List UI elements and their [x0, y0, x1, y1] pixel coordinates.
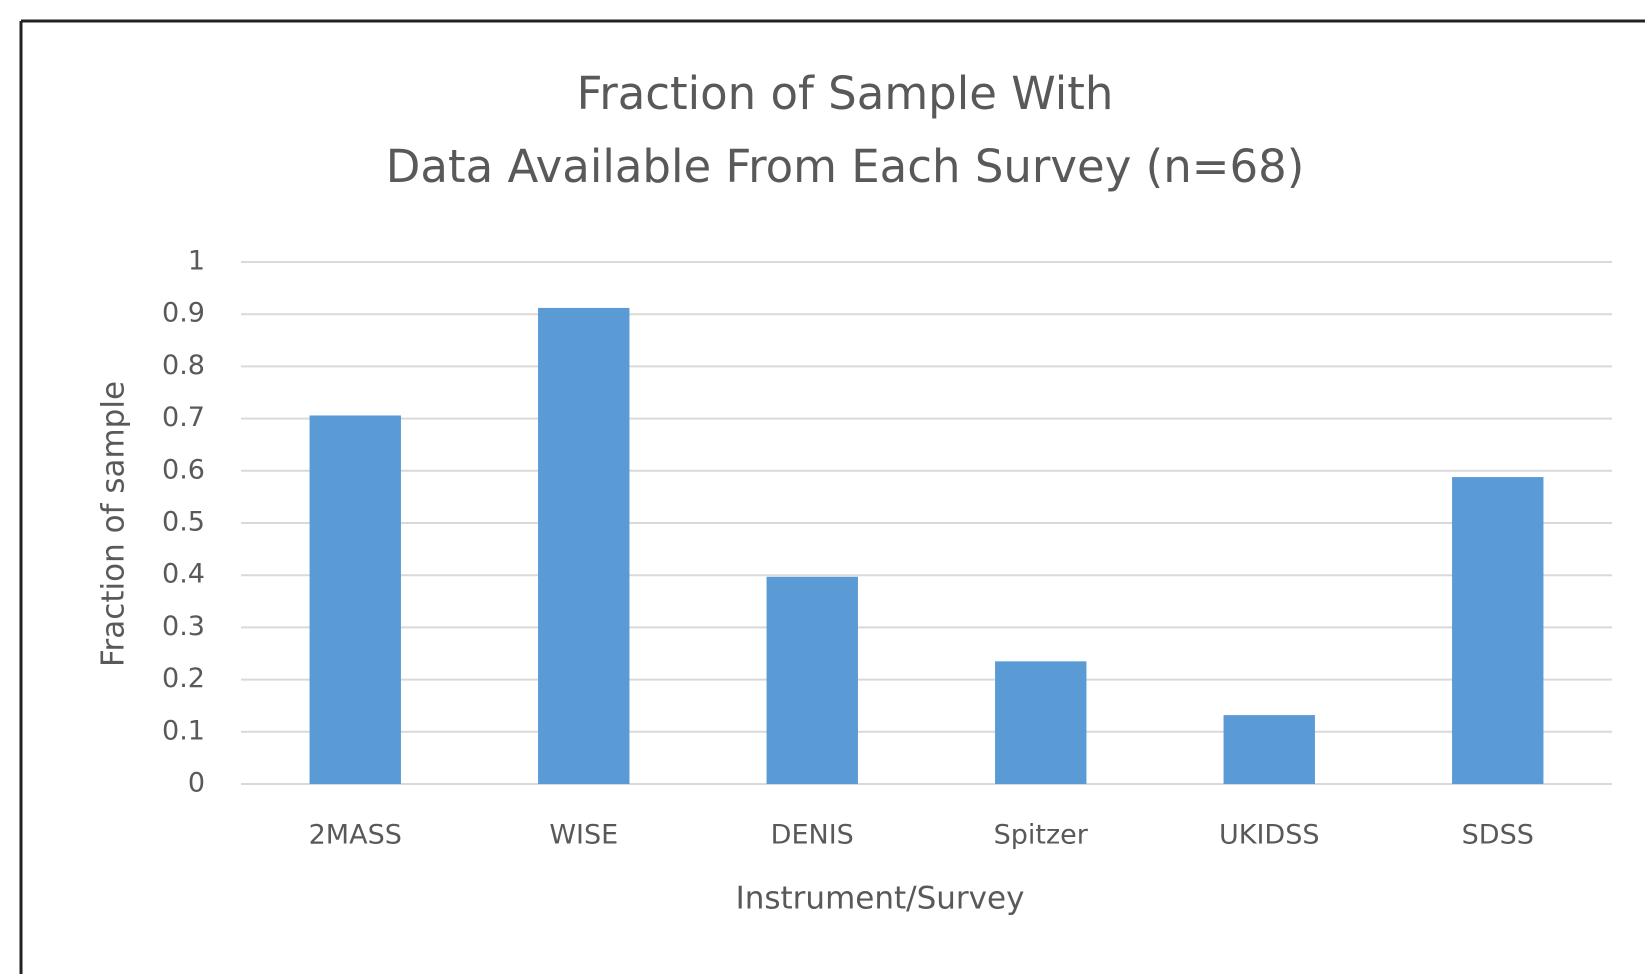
bar	[538, 307, 630, 784]
y-tick-label: 0.7	[162, 402, 205, 433]
bar	[1223, 715, 1315, 784]
y-tick-label: 0	[188, 768, 205, 799]
x-tick-label: DENIS	[771, 820, 854, 851]
y-tick-label: 0.9	[162, 298, 205, 329]
y-tick-label: 0.5	[162, 507, 205, 538]
y-tick-label: 0.8	[162, 350, 205, 381]
y-tick-label: 0.1	[162, 715, 205, 746]
x-tick-label: UKIDSS	[1219, 820, 1320, 851]
bar	[766, 576, 858, 784]
bar	[995, 661, 1087, 784]
y-axis-title: Fraction of sample	[96, 381, 132, 667]
y-tick-label: 0.6	[162, 454, 205, 485]
y-tick-label: 0.4	[162, 559, 205, 590]
y-tick-label: 0.2	[162, 663, 205, 694]
chart-title-line: Data Available From Each Survey (n=68)	[386, 140, 1305, 193]
x-axis-title: Instrument/Survey	[736, 881, 1025, 917]
x-tick-label: 2MASS	[309, 820, 402, 851]
bar	[309, 415, 401, 784]
y-tick-label: 1	[188, 246, 205, 277]
bar	[1452, 477, 1544, 784]
x-tick-label: SDSS	[1462, 820, 1534, 851]
x-tick-label: Spitzer	[994, 820, 1089, 851]
x-tick-label: WISE	[549, 820, 618, 851]
chart-title-line: Fraction of Sample With	[577, 67, 1114, 120]
y-tick-label: 0.3	[162, 611, 205, 642]
